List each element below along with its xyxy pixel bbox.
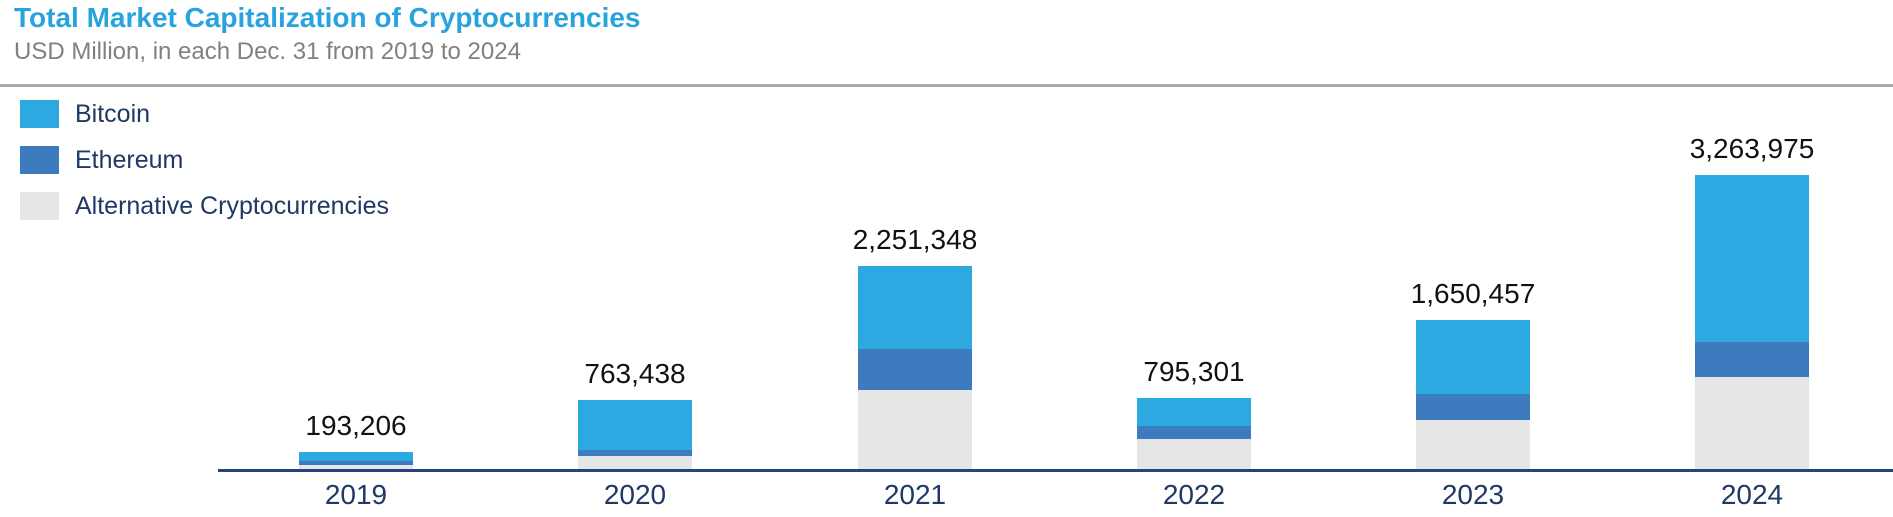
value-label-2023: 1,650,457 bbox=[1410, 278, 1536, 309]
bar-2023-bitcoin-segment bbox=[1416, 320, 1530, 394]
legend-item-alternative: Alternative Cryptocurrencies bbox=[20, 192, 389, 220]
x-tick-2023: 2023 bbox=[1441, 479, 1505, 510]
value-label-2021: 2,251,348 bbox=[852, 224, 978, 255]
bar-2022-alternative-segment bbox=[1137, 439, 1251, 469]
bar-2019-alternative-segment bbox=[299, 465, 413, 469]
bar-2021-ethereum-segment bbox=[858, 349, 972, 390]
bar-2020-ethereum-segment bbox=[578, 450, 692, 456]
bar-2022 bbox=[1137, 398, 1251, 469]
chart-subtitle: USD Million, in each Dec. 31 from 2019 t… bbox=[14, 38, 521, 65]
bar-2021-alternative-segment bbox=[858, 390, 972, 469]
value-label-2019: 193,206 bbox=[305, 410, 407, 441]
bar-2023 bbox=[1416, 320, 1530, 469]
legend-label-ethereum: Ethereum bbox=[75, 145, 184, 174]
bar-2019-ethereum-segment bbox=[299, 461, 413, 465]
bar-2024 bbox=[1695, 175, 1809, 469]
bar-2023-ethereum-segment bbox=[1416, 394, 1530, 420]
x-tick-2019: 2019 bbox=[324, 479, 388, 510]
bar-2024-ethereum-segment bbox=[1695, 342, 1809, 377]
bar-2024-alternative-segment bbox=[1695, 377, 1809, 469]
bar-2021-bitcoin-segment bbox=[858, 266, 972, 349]
bar-2023-alternative-segment bbox=[1416, 420, 1530, 469]
bar-2022-bitcoin-segment bbox=[1137, 398, 1251, 426]
legend-label-bitcoin: Bitcoin bbox=[75, 99, 151, 128]
x-axis-line bbox=[218, 469, 1893, 472]
legend: Bitcoin Ethereum Alternative Cryptocurrenc… bbox=[20, 100, 389, 238]
bar-2022-ethereum-segment bbox=[1137, 426, 1251, 439]
chart-title: Total Market Capitalization of Cryptocur… bbox=[14, 2, 641, 33]
plot-area: 193,206 763,438 2,251,348 795,301 1,650,457 3… bbox=[299, 133, 1815, 469]
value-label-2020: 763,438 bbox=[584, 358, 686, 389]
legend-swatch-alternative bbox=[20, 192, 59, 220]
bar-2019-bitcoin-segment bbox=[299, 452, 413, 461]
legend-item-bitcoin: Bitcoin bbox=[20, 100, 389, 128]
x-tick-2021: 2021 bbox=[883, 479, 947, 510]
x-tick-2024: 2024 bbox=[1720, 479, 1784, 510]
bar-2020-alternative-segment bbox=[578, 456, 692, 469]
bar-2021 bbox=[858, 266, 972, 469]
bar-2024-bitcoin-segment bbox=[1695, 175, 1809, 342]
x-tick-2020: 2020 bbox=[603, 479, 667, 510]
value-label-2024: 3,263,975 bbox=[1689, 133, 1815, 164]
bar-2019 bbox=[299, 452, 413, 469]
x-tick-2022: 2022 bbox=[1162, 479, 1226, 510]
bar-2020-bitcoin-segment bbox=[578, 400, 692, 450]
legend-swatch-bitcoin bbox=[20, 100, 59, 128]
header-divider bbox=[0, 84, 1893, 87]
legend-label-alternative: Alternative Cryptocurrencies bbox=[75, 191, 390, 220]
bar-2020 bbox=[578, 400, 692, 469]
value-label-2022: 795,301 bbox=[1143, 356, 1245, 387]
legend-swatch-ethereum bbox=[20, 146, 59, 174]
legend-item-ethereum: Ethereum bbox=[20, 146, 389, 174]
